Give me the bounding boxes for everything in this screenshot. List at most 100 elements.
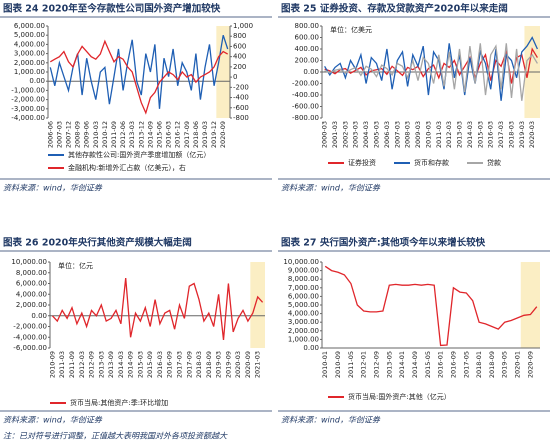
x-tick-label: 2017-03 xyxy=(497,121,505,148)
x-tick-label: 2020-09 xyxy=(526,351,534,378)
x-tick-label: 2017-09 xyxy=(185,351,193,378)
x-tick-label: 2015-06 xyxy=(155,121,163,148)
x-tick-label: 2016-03 xyxy=(165,121,173,148)
x-tick-label: 2012-06 xyxy=(119,121,127,148)
x-tick-label: 2007-03 xyxy=(393,121,401,148)
x-tick-label: 2016-01 xyxy=(437,351,445,378)
x-tick-label: 2013-03 xyxy=(128,121,136,148)
y-tick-label: 2,000.00 xyxy=(16,301,47,309)
y-tick-label: -400.00 xyxy=(292,91,319,99)
x-tick-label: 2019-05 xyxy=(501,351,509,378)
legend-label: 证券投资 xyxy=(348,158,376,167)
x-tick-label: 2020-09 xyxy=(219,121,227,148)
x-tick-label: 2014-03 xyxy=(466,121,474,148)
highlight-band xyxy=(250,262,265,348)
x-tick-label: 2016-09 xyxy=(449,351,457,378)
chart-title: 图表 25 证券投资、存款及贷款资产2020年以来走阔 xyxy=(281,3,508,15)
x-tick-label: 2015-03 xyxy=(476,121,484,148)
x-tick-label: 2020-09 xyxy=(244,351,252,378)
x-tick-label: 2001-03 xyxy=(331,121,339,148)
y-tick-label: 4,000.00 xyxy=(14,40,45,48)
x-tick-label: 2006-06 xyxy=(46,121,54,148)
y-tick-label: -2,000.00 xyxy=(13,323,47,331)
y-tick-label: 9,000.00 xyxy=(288,267,319,275)
x-tick-label: 2019-03 xyxy=(215,351,223,378)
y-tick-label: 6,000.00 xyxy=(288,292,319,300)
series-line xyxy=(324,47,538,84)
x-tick-label: 2014-09 xyxy=(127,351,135,378)
y-tick-label: 3,000.00 xyxy=(14,50,45,58)
x-tick-label: 2019-12 xyxy=(210,121,218,148)
source: 资料来源：wind，华创证券 xyxy=(3,184,103,193)
x-tick-label: 2005-03 xyxy=(373,121,381,148)
x-tick-label: 2010-09 xyxy=(334,351,342,378)
x-tick-label: 2013-09 xyxy=(107,351,115,378)
x-tick-label: 2014-09 xyxy=(146,121,154,148)
x-tick-label: 2016-03 xyxy=(487,121,495,148)
y-tick-label: -2,000.00 xyxy=(11,96,45,104)
x-tick-label: 2010-09 xyxy=(48,351,56,378)
y-tick-label: -4,000.00 xyxy=(11,114,45,122)
y-tick-label: -800.00 xyxy=(292,114,319,122)
legend-label: 货币当局:国外资产:其他（亿元） xyxy=(348,392,451,401)
x-tick-label: 2019-03 xyxy=(518,121,526,148)
x-tick-label: 2006-03 xyxy=(383,121,391,148)
x-tick-label: 2004-03 xyxy=(362,121,370,148)
y2-tick-label: -800 xyxy=(233,114,249,122)
x-tick-label: 2013-12 xyxy=(137,121,145,148)
y-tick-label: 2,000.00 xyxy=(288,327,319,335)
x-tick-label: 2009-06 xyxy=(83,121,91,148)
y2-tick-label: 800 xyxy=(233,32,246,40)
x-tick-label: 2018-03 xyxy=(507,121,515,148)
x-tick-label: 2019-09 xyxy=(224,351,232,378)
y-tick-label: 7,000.00 xyxy=(288,284,319,292)
y-tick-label: 0.00 xyxy=(31,312,47,320)
legend-label: 金融机构:新增外汇占款（亿美元），右 xyxy=(68,163,186,172)
y-tick-label: 4,000.00 xyxy=(288,310,319,318)
y-tick-label: 600.00 xyxy=(295,34,320,42)
x-tick-label: 2012-09 xyxy=(373,351,381,378)
y2-tick-label: -600 xyxy=(233,104,249,112)
x-tick-label: 2012-01 xyxy=(360,351,368,378)
y-tick-label: 1,000.00 xyxy=(14,68,45,76)
x-tick-label: 2018-01 xyxy=(475,351,483,378)
x-tick-label: 2015-09 xyxy=(146,351,154,378)
x-tick-label: 2020-03 xyxy=(528,121,536,148)
x-tick-label: 2011-09 xyxy=(68,351,76,378)
y2-tick-label: 400 xyxy=(233,53,246,61)
source: 资料来源：wind，华创证券 xyxy=(281,184,381,193)
x-tick-label: 2018-09 xyxy=(488,351,496,378)
y-tick-label: 4,000.00 xyxy=(16,290,47,298)
legend-label: 货币当局:其他资产:季:环比增加 xyxy=(70,398,168,407)
x-tick-label: 2016-12 xyxy=(174,121,182,148)
y-tick-label: 8,000.00 xyxy=(16,269,47,277)
x-tick-label: 2011-05 xyxy=(347,351,355,378)
x-tick-label: 2010-01 xyxy=(321,351,329,378)
x-tick-label: 2012-09 xyxy=(88,351,96,378)
y-tick-label: 2,000.00 xyxy=(14,59,45,67)
x-tick-label: 2009-03 xyxy=(414,121,422,148)
x-tick-label: 2011-03 xyxy=(435,121,443,148)
x-tick-label: 2017-05 xyxy=(462,351,470,378)
x-tick-label: 2011-09 xyxy=(110,121,118,148)
x-tick-label: 2015-05 xyxy=(424,351,432,378)
x-tick-label: 2018-09 xyxy=(205,351,213,378)
y-tick-label: 0.00 xyxy=(303,344,319,352)
x-tick-label: 2012-03 xyxy=(445,121,453,148)
note: 注：已对符号进行调整，正值越大表明我国对外各项投资额越大 xyxy=(3,432,228,441)
x-tick-label: 2016-03 xyxy=(156,351,164,378)
y-tick-label: -600.00 xyxy=(292,103,319,111)
y-tick-label: 200.00 xyxy=(295,57,320,65)
series-line xyxy=(49,39,229,115)
y-tick-label: 10,000.00 xyxy=(283,258,319,266)
x-tick-label: 2013-03 xyxy=(97,351,105,378)
y2-tick-label: 0 xyxy=(233,73,237,81)
x-tick-label: 2017-03 xyxy=(175,351,183,378)
y-tick-label: 5,000.00 xyxy=(14,31,45,39)
x-tick-label: 2010-12 xyxy=(101,121,109,148)
y-tick-label: 8,000.00 xyxy=(288,275,319,283)
y-tick-label: 3,000.00 xyxy=(288,318,319,326)
chart-title: 图表 26 2020年央行其他资产规模大幅走阔 xyxy=(3,237,192,249)
y-tick-label: -1,000.00 xyxy=(11,86,45,94)
source: 资料来源：wind，华创证券 xyxy=(281,416,381,425)
